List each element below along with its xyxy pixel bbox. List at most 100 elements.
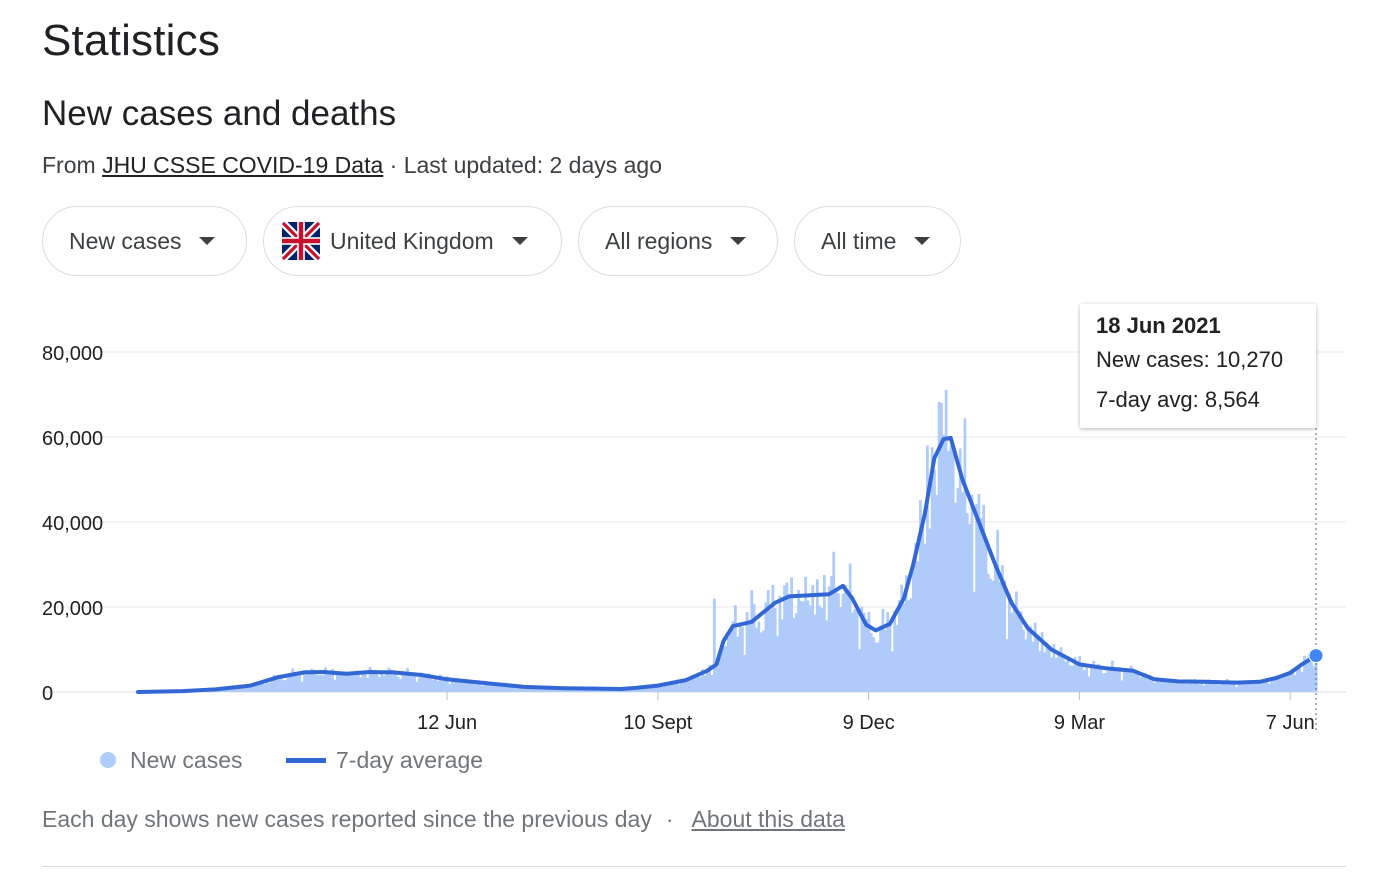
new-cases-bar[interactable] bbox=[1108, 670, 1112, 692]
new-cases-bar[interactable] bbox=[919, 500, 922, 692]
new-cases-bar[interactable] bbox=[450, 679, 454, 692]
new-cases-bar[interactable] bbox=[790, 577, 793, 692]
new-cases-bar[interactable] bbox=[509, 685, 512, 692]
new-cases-bar[interactable] bbox=[1307, 653, 1311, 692]
new-cases-bar[interactable] bbox=[396, 677, 400, 692]
new-cases-bar[interactable] bbox=[808, 605, 812, 692]
new-cases-bar[interactable] bbox=[1162, 679, 1166, 692]
new-cases-bar[interactable] bbox=[717, 659, 721, 692]
new-cases-bar[interactable] bbox=[649, 685, 653, 692]
new-cases-bar[interactable] bbox=[818, 605, 822, 692]
new-cases-bar[interactable] bbox=[989, 578, 993, 692]
new-cases-bar[interactable] bbox=[471, 680, 475, 692]
new-cases-bar[interactable] bbox=[523, 686, 526, 692]
new-cases-bar[interactable] bbox=[284, 680, 288, 692]
new-cases-bar[interactable] bbox=[1104, 673, 1107, 692]
new-cases-bar[interactable] bbox=[317, 675, 320, 692]
new-cases-bar[interactable] bbox=[387, 667, 391, 692]
new-cases-bar[interactable] bbox=[1146, 679, 1149, 692]
new-cases-bar[interactable] bbox=[1286, 675, 1290, 692]
new-cases-bar[interactable] bbox=[385, 673, 388, 692]
new-cases-bar[interactable] bbox=[820, 608, 824, 692]
new-cases-bar[interactable] bbox=[1122, 669, 1126, 692]
new-cases-bar[interactable] bbox=[305, 670, 309, 692]
new-cases-bar[interactable] bbox=[1082, 670, 1086, 692]
new-cases-bar[interactable] bbox=[722, 646, 726, 692]
new-cases-bar[interactable] bbox=[694, 676, 697, 692]
new-cases-bar[interactable] bbox=[656, 684, 660, 692]
new-cases-bar[interactable] bbox=[1127, 670, 1131, 692]
new-cases-bar[interactable] bbox=[445, 676, 449, 692]
new-cases-bar[interactable] bbox=[441, 678, 445, 692]
new-cases-bar[interactable] bbox=[1005, 638, 1009, 692]
new-cases-bar[interactable] bbox=[413, 672, 416, 692]
new-cases-bar[interactable] bbox=[312, 669, 316, 692]
new-cases-bar[interactable] bbox=[356, 670, 360, 692]
new-cases-bar[interactable] bbox=[1038, 651, 1042, 692]
new-cases-bar[interactable] bbox=[1235, 687, 1238, 692]
new-cases-bar[interactable] bbox=[1078, 656, 1082, 692]
new-cases-bar[interactable] bbox=[926, 445, 929, 693]
new-cases-bar[interactable] bbox=[1136, 674, 1140, 692]
new-cases-bar[interactable] bbox=[886, 612, 889, 692]
new-cases-bar[interactable] bbox=[1267, 683, 1271, 692]
new-cases-bar[interactable] bbox=[368, 666, 372, 692]
new-cases-bar[interactable] bbox=[1164, 682, 1168, 692]
new-cases-bar[interactable] bbox=[289, 676, 292, 692]
country-dropdown[interactable]: United Kingdom bbox=[263, 206, 562, 276]
new-cases-bar[interactable] bbox=[996, 529, 1000, 692]
new-cases-bar[interactable] bbox=[1258, 679, 1262, 692]
new-cases-bar[interactable] bbox=[984, 544, 988, 692]
new-cases-bar[interactable] bbox=[792, 618, 796, 692]
new-cases-bar[interactable] bbox=[1019, 611, 1023, 692]
new-cases-bar[interactable] bbox=[825, 620, 829, 692]
new-cases-bar[interactable] bbox=[1101, 673, 1105, 692]
new-cases-bar[interactable] bbox=[527, 686, 531, 692]
new-cases-bar[interactable] bbox=[1275, 678, 1278, 692]
new-cases-bar[interactable] bbox=[1169, 681, 1173, 692]
new-cases-bar[interactable] bbox=[778, 595, 782, 692]
new-cases-bar[interactable] bbox=[485, 683, 489, 692]
new-cases-bar[interactable] bbox=[380, 672, 384, 692]
new-cases-bar[interactable] bbox=[462, 681, 466, 692]
new-cases-bar[interactable] bbox=[1057, 654, 1060, 692]
new-cases-bar[interactable] bbox=[1216, 684, 1220, 692]
new-cases-bar[interactable] bbox=[1075, 664, 1079, 692]
new-cases-bar[interactable] bbox=[881, 608, 885, 692]
new-cases-bar[interactable] bbox=[752, 603, 756, 692]
new-cases-bar[interactable] bbox=[673, 682, 676, 692]
new-cases-bar[interactable] bbox=[893, 610, 897, 692]
new-cases-bar[interactable] bbox=[897, 600, 901, 692]
new-cases-bar[interactable] bbox=[757, 621, 761, 692]
new-cases-bar[interactable] bbox=[727, 637, 730, 692]
new-cases-bar[interactable] bbox=[935, 495, 939, 692]
new-cases-bar[interactable] bbox=[951, 443, 955, 692]
new-cases-bar[interactable] bbox=[689, 675, 693, 692]
new-cases-bar[interactable] bbox=[652, 685, 655, 692]
new-cases-bar[interactable] bbox=[1106, 670, 1110, 692]
new-cases-bar[interactable] bbox=[389, 669, 393, 692]
new-cases-bar[interactable] bbox=[907, 600, 911, 692]
new-cases-bar[interactable] bbox=[801, 601, 805, 692]
new-cases-bar[interactable] bbox=[705, 672, 709, 692]
new-cases-bar[interactable] bbox=[1040, 632, 1044, 692]
new-cases-bar[interactable] bbox=[1043, 652, 1046, 692]
new-cases-bar[interactable] bbox=[794, 613, 798, 692]
new-cases-bar[interactable] bbox=[333, 680, 337, 692]
new-cases-bar[interactable] bbox=[1068, 665, 1072, 692]
new-cases-bar[interactable] bbox=[286, 674, 290, 692]
new-cases-bar[interactable] bbox=[1045, 642, 1049, 692]
new-cases-bar[interactable] bbox=[452, 680, 456, 692]
new-cases-bar[interactable] bbox=[841, 593, 845, 692]
new-cases-bar[interactable] bbox=[993, 566, 997, 692]
new-cases-bar[interactable] bbox=[902, 603, 906, 692]
new-cases-bar[interactable] bbox=[551, 688, 555, 692]
new-cases-bar[interactable] bbox=[476, 682, 480, 692]
new-cases-bar[interactable] bbox=[677, 684, 681, 692]
new-cases-bar[interactable] bbox=[703, 675, 707, 692]
new-cases-bar[interactable] bbox=[1031, 641, 1035, 692]
new-cases-bar[interactable] bbox=[277, 677, 281, 692]
new-cases-bar[interactable] bbox=[675, 679, 679, 692]
new-cases-bar[interactable] bbox=[361, 671, 365, 692]
new-cases-bar[interactable] bbox=[750, 590, 754, 692]
